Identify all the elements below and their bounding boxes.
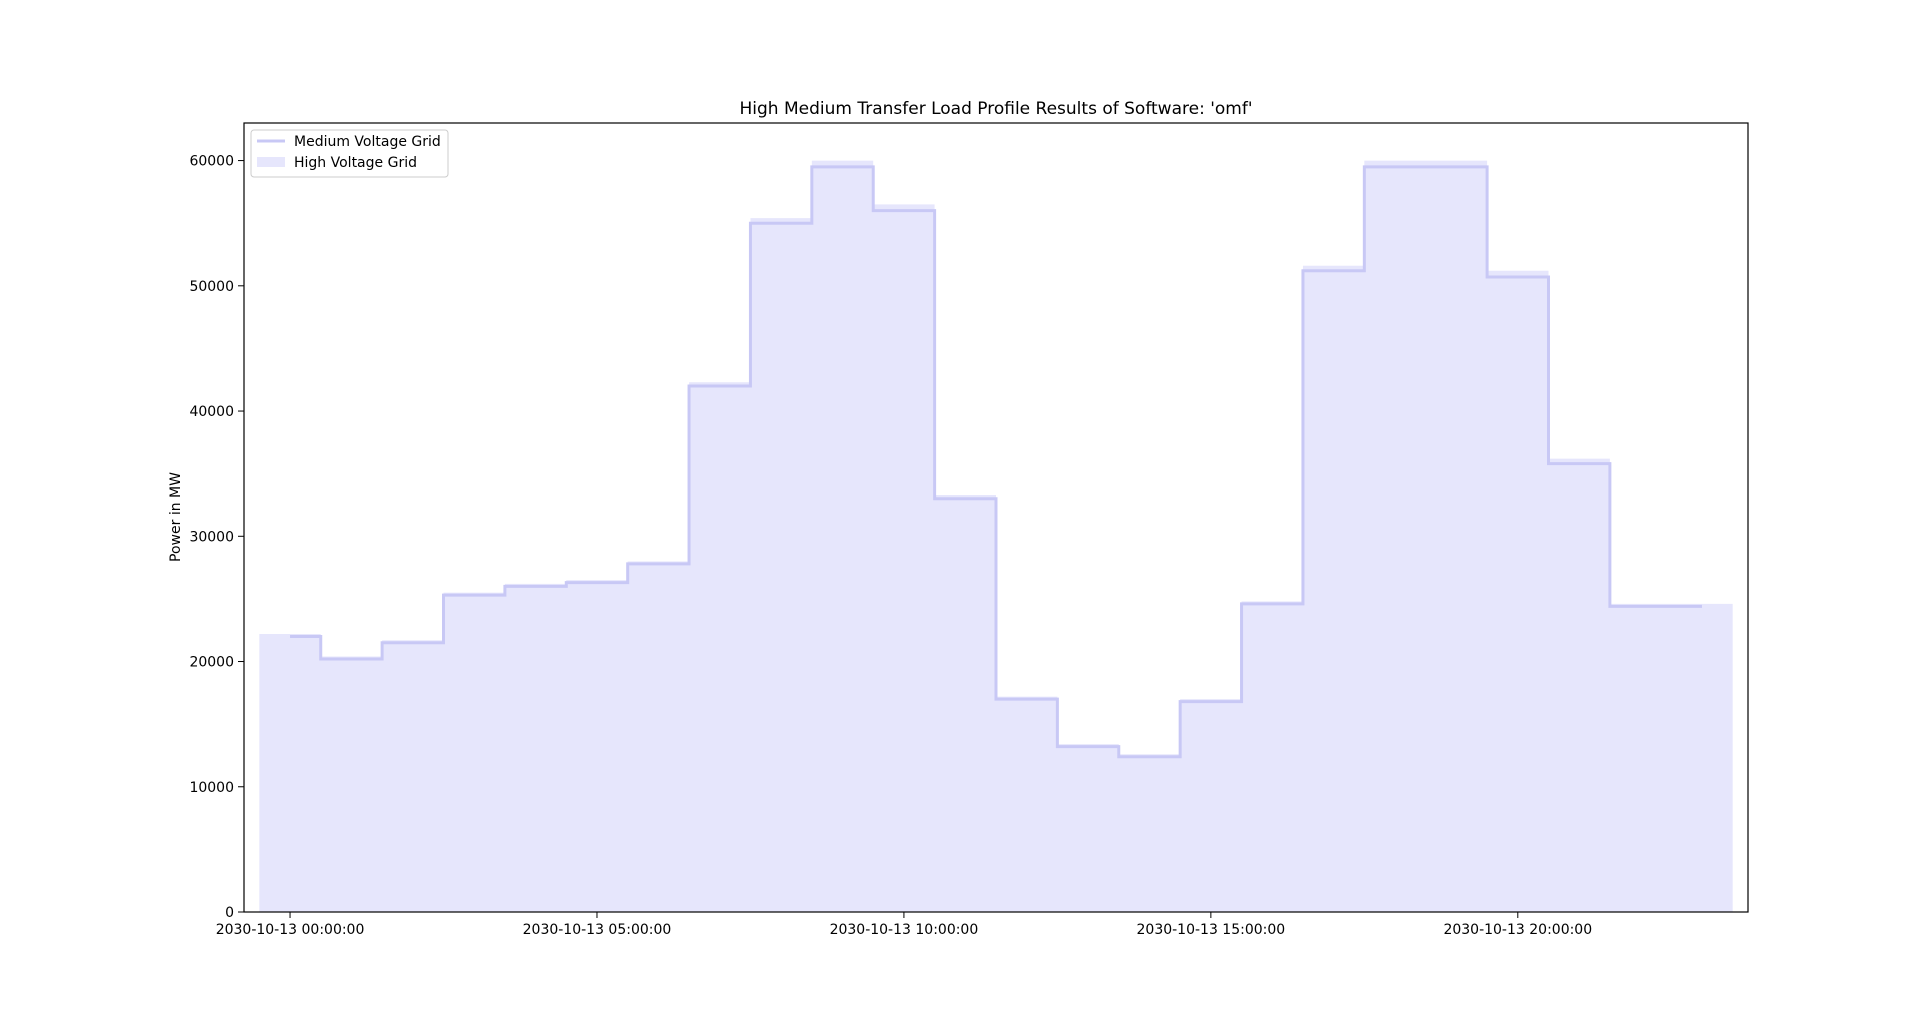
legend-fill-swatch [257,157,285,167]
legend-label-high: High Voltage Grid [294,155,417,171]
x-tick-label: 2030-10-13 10:00:00 [830,922,979,938]
y-tick-label: 60000 [189,154,234,170]
medium-voltage-grid-line [290,165,1702,759]
y-axis-label: Power in MW [168,472,184,562]
y-tick-label: 50000 [189,279,234,295]
plot-layer [259,160,1733,913]
y-tick-label: 20000 [189,655,234,671]
tick-layer: 0 10000 20000 30000 40000 50000 60000 2030-10-1… [189,154,1592,938]
x-tick-label: 2030-10-13 05:00:00 [523,922,672,938]
x-tick-label: 2030-10-13 00:00:00 [216,922,365,938]
plot-frame [243,122,1749,913]
y-tick-label: 0 [225,905,234,921]
x-tick-label: 2030-10-13 15:00:00 [1137,922,1286,938]
y-tick-label: 40000 [189,404,234,420]
chart-title: High Medium Transfer Load Profile Result… [739,99,1252,119]
y-tick-label: 10000 [189,780,234,796]
legend-box [250,129,449,178]
legend: Medium Voltage Grid High Voltage Grid [250,129,449,178]
legend-label-medium: Medium Voltage Grid [294,134,441,150]
x-tick-label: 2030-10-13 20:00:00 [1443,922,1592,938]
y-tick-label: 30000 [189,529,234,545]
